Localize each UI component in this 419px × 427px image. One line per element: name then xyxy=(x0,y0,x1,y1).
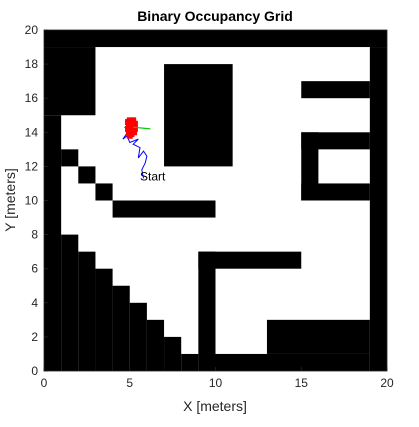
occupied-cell xyxy=(129,302,147,371)
occupied-cell xyxy=(112,285,130,371)
occupied-cells xyxy=(44,30,387,372)
occupied-cell xyxy=(44,115,62,371)
x-tick-label: 15 xyxy=(295,376,309,390)
y-tick-label: 10 xyxy=(25,194,39,208)
y-tick-label: 18 xyxy=(25,57,39,71)
heading-layer xyxy=(133,126,151,130)
particle-marker xyxy=(129,127,136,134)
occupied-cell xyxy=(95,268,113,371)
heading-line xyxy=(133,126,151,130)
x-tick-label: 0 xyxy=(41,376,48,390)
chart-title: Binary Occupancy Grid xyxy=(137,8,293,24)
occupied-cell xyxy=(266,319,370,354)
y-tick-label: 14 xyxy=(25,125,39,139)
occupied-cell xyxy=(44,47,96,116)
occupied-cell xyxy=(146,319,165,371)
occupied-cell xyxy=(78,166,96,184)
occupied-cell xyxy=(164,64,233,167)
occupied-cell xyxy=(61,234,79,371)
y-tick-label: 4 xyxy=(31,296,38,310)
particle-marker xyxy=(127,124,134,131)
x-tick-label: 5 xyxy=(126,376,133,390)
y-tick-label: 6 xyxy=(31,262,38,276)
occupied-cell xyxy=(301,132,319,201)
particle-marker xyxy=(130,120,137,127)
occupied-cell xyxy=(181,353,199,371)
occupied-cell xyxy=(112,200,216,218)
occupied-cell xyxy=(61,149,79,167)
occupied-cell xyxy=(44,30,387,48)
x-tick-label: 10 xyxy=(209,376,223,390)
occupied-cell xyxy=(164,336,182,371)
occupied-cell xyxy=(198,251,302,269)
y-tick-label: 16 xyxy=(25,91,39,105)
particle-marker xyxy=(130,117,137,124)
occupied-cell xyxy=(301,81,370,99)
occupied-cell xyxy=(198,251,216,371)
occupied-cell xyxy=(95,183,113,201)
y-axis-ticks: 0 2 4 6 8 10 12 14 16 18 20 xyxy=(25,23,48,378)
x-tick-label: 20 xyxy=(380,376,394,390)
particle-marker xyxy=(126,132,133,139)
occupied-cell xyxy=(78,251,96,371)
x-axis-ticks: 0 5 10 15 20 xyxy=(41,367,394,390)
occupied-cell xyxy=(369,47,387,372)
particle-marker xyxy=(126,117,133,124)
y-tick-label: 2 xyxy=(31,330,38,344)
y-tick-label: 12 xyxy=(25,159,39,173)
y-axis-label: Y [meters] xyxy=(2,168,18,232)
y-tick-label: 8 xyxy=(31,228,38,242)
y-tick-label: 20 xyxy=(25,23,39,37)
y-tick-label: 0 xyxy=(31,364,38,378)
particle-marker xyxy=(125,120,132,127)
occupied-cell xyxy=(215,353,370,371)
start-label: Start xyxy=(140,170,166,184)
x-axis-label: X [meters] xyxy=(183,398,247,414)
